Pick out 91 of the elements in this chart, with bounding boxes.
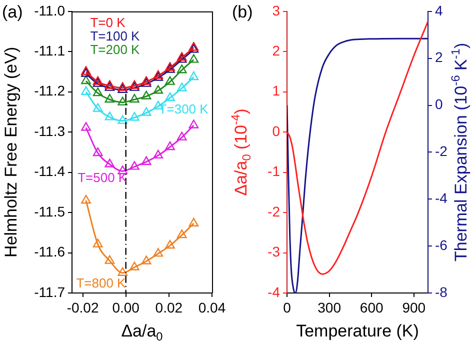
point: [153, 150, 164, 159]
y-tick-label: -11.0: [34, 2, 66, 18]
text: T=0 K: [90, 15, 126, 30]
x-tick-label: 0.02: [155, 299, 183, 316]
point: [130, 262, 140, 270]
x-tick-label: 0.04: [198, 299, 226, 316]
point: [165, 92, 175, 101]
y-tick-label: -11.3: [34, 122, 66, 139]
point: [165, 64, 175, 73]
point: [104, 94, 115, 103]
y-tick-label: 0: [272, 122, 280, 139]
series-label: T=300 K: [158, 102, 209, 117]
point: [153, 85, 164, 94]
y2-tick-label: -6: [435, 236, 448, 253]
point: [141, 256, 152, 264]
series-label: T=200 K: [90, 42, 140, 58]
x-tick-label: 300: [318, 299, 342, 316]
point: [165, 76, 175, 85]
point: [104, 82, 115, 91]
y2-tick-label: 2: [435, 49, 443, 66]
y-axis-title: Helmholtz Free Energy (eV): [2, 46, 21, 258]
x-axis-title: Temperature (K): [296, 322, 419, 341]
point: [81, 122, 91, 131]
point: [141, 107, 152, 116]
point: [118, 115, 128, 124]
chart-title: (a): [2, 2, 23, 22]
point: [104, 158, 115, 168]
point: [176, 132, 187, 140]
y2-tick-label: -4: [435, 190, 448, 206]
x-tick-label: -0.02: [66, 299, 99, 316]
series-label: T=100 K: [90, 28, 140, 44]
point: [188, 218, 199, 227]
point: [104, 255, 115, 264]
point: [176, 82, 187, 92]
x-tick-label: 0.00: [112, 299, 140, 316]
point: [188, 54, 199, 63]
y-tick-label: -11.2: [34, 82, 66, 99]
x-tick-label: 900: [402, 299, 426, 316]
point: [153, 72, 164, 81]
y-tick-label: 1: [272, 82, 280, 99]
y-tick-label: 2: [272, 42, 280, 58]
y2-tick-label: -2: [435, 143, 448, 160]
y-tick-label: -11.4: [34, 163, 66, 180]
y2-tick-label: 4: [435, 2, 443, 18]
y-tick-label: -3: [268, 244, 280, 260]
y2-tick-label: 0: [435, 96, 443, 112]
point: [104, 112, 115, 120]
point: [130, 161, 140, 170]
y2-axis-title: Thermal Expansion (10-6 K-1): [448, 42, 471, 262]
y-tick-label: -11.7: [34, 284, 66, 300]
y-tick-label: 3: [272, 2, 280, 18]
y-tick-label: -11.6: [34, 244, 66, 260]
point: [165, 240, 175, 249]
point: [92, 87, 103, 96]
point: [81, 68, 91, 77]
point: [141, 90, 152, 100]
point: [188, 71, 199, 80]
point: [81, 86, 91, 95]
y-tick-label: -1: [268, 163, 280, 180]
x-tick-label: 600: [360, 299, 384, 316]
point: [118, 166, 128, 174]
point: [81, 75, 91, 84]
y-tick-label: -4: [268, 284, 280, 300]
point: [92, 78, 103, 87]
point: [153, 248, 164, 257]
point: [92, 147, 103, 156]
point: [188, 44, 199, 53]
x-tick-label: 0: [283, 299, 292, 316]
y-tick-label: -11.5: [34, 203, 66, 220]
point: [130, 94, 140, 103]
point: [141, 156, 152, 165]
point: [118, 84, 128, 93]
point: [130, 82, 140, 91]
y-tick-label: -11.1: [34, 42, 66, 58]
point: [92, 103, 103, 112]
point: [130, 112, 140, 121]
point: [188, 120, 199, 128]
point: [118, 267, 128, 276]
series-label: T=800 K: [76, 276, 126, 291]
point: [92, 238, 103, 248]
point: [176, 64, 187, 74]
point: [176, 54, 187, 63]
point: [141, 78, 152, 87]
point: [118, 96, 128, 106]
y2-tick-label: -8: [435, 284, 448, 300]
point: [165, 141, 175, 150]
y-tick-label: -2: [268, 203, 280, 220]
point: [176, 229, 187, 238]
point: [81, 194, 91, 204]
y-axis-title: Δa/a0 (10-4): [228, 108, 254, 196]
chart-title: (b): [232, 2, 253, 22]
